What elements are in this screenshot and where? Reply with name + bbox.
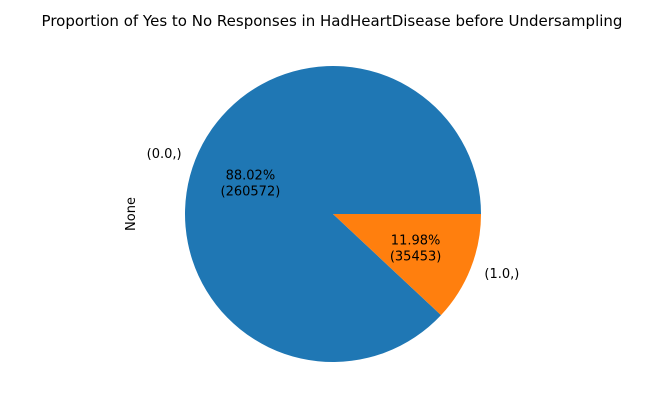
chart-title: Proportion of Yes to No Responses in Had… xyxy=(42,12,623,30)
pie-labels: (0.0,) 88.02%(260572) (1.0,) 11.98%(35453) xyxy=(147,147,520,282)
pie-slice-0 xyxy=(185,65,482,362)
pie-slices xyxy=(185,65,482,362)
pie-slice-1 xyxy=(333,214,481,316)
pie-percent-label-0: 88.02% xyxy=(226,168,276,183)
pie-percent-label-1: 11.98% xyxy=(391,234,441,249)
pie-count-label-0: (260572) xyxy=(221,184,281,199)
pie-label-0: (0.0,) xyxy=(147,147,182,162)
pie-count-label-1: (35453) xyxy=(390,250,442,265)
y-axis-label: None xyxy=(124,197,139,231)
pie-label-1: (1.0,) xyxy=(484,267,519,282)
